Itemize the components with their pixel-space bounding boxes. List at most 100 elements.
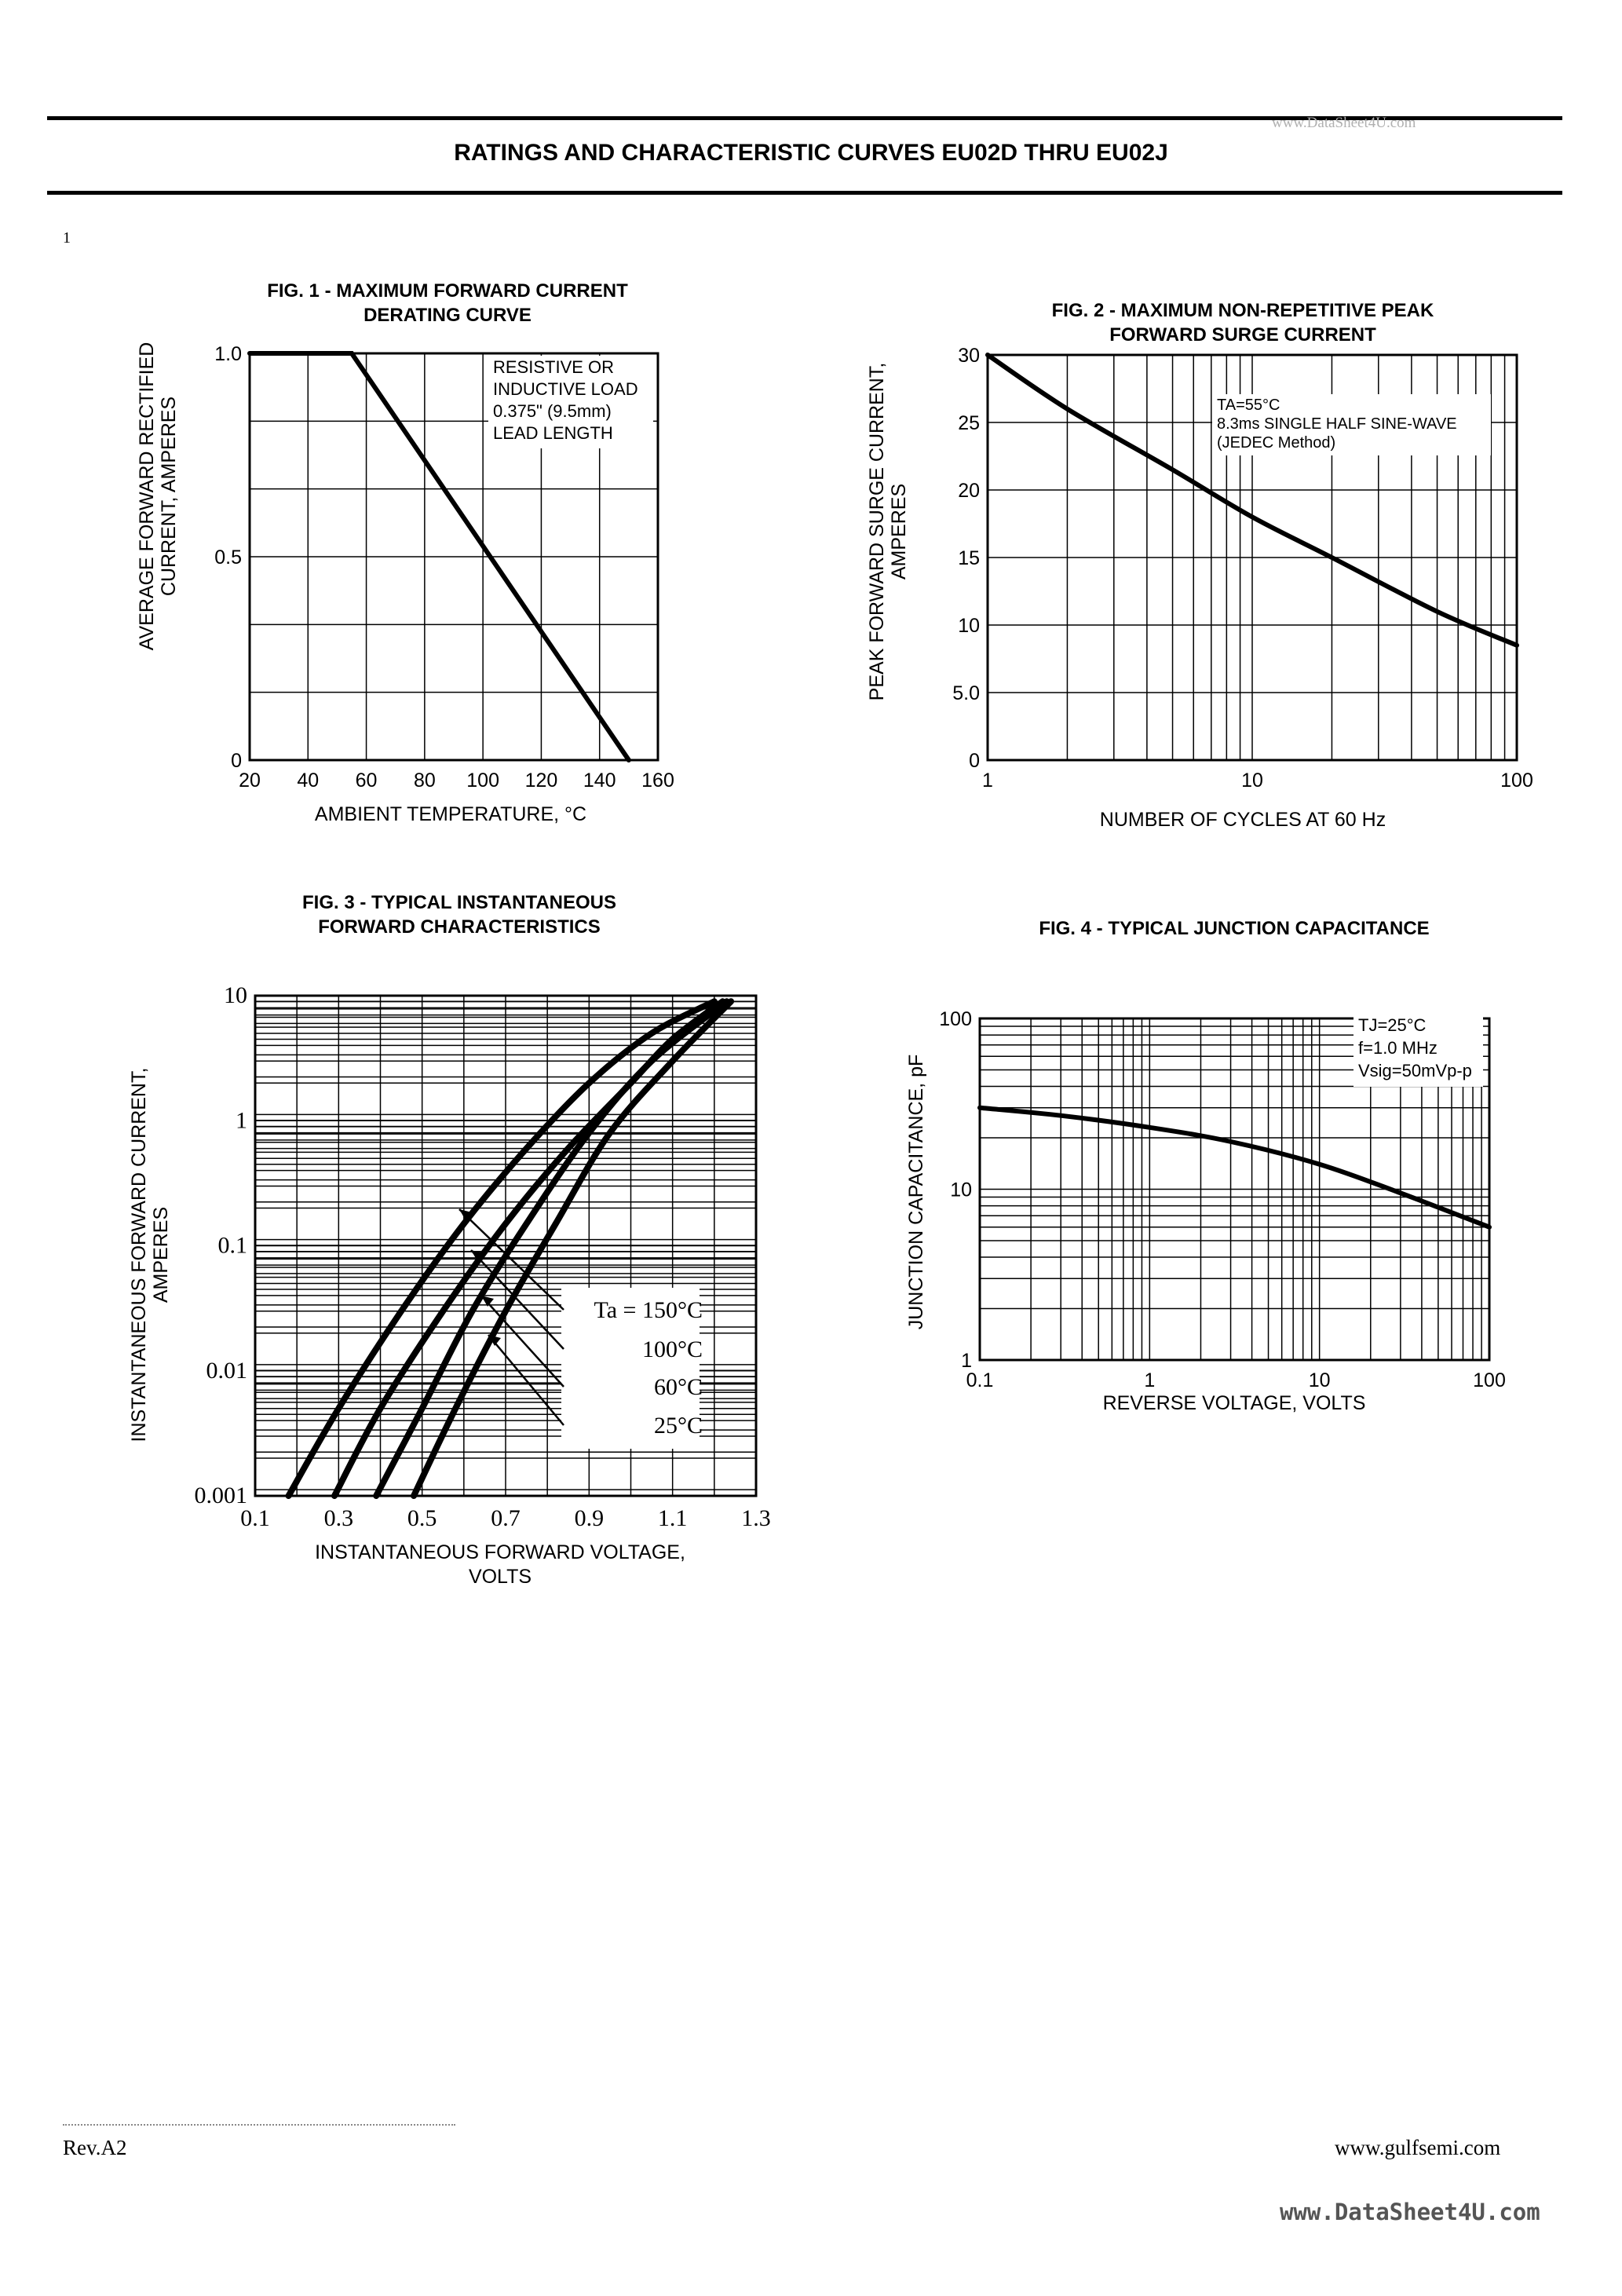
x-tick-label: 1.1 (658, 1505, 688, 1531)
x-tick-label: 60 (356, 770, 378, 792)
x-axis-label: INSTANTANEOUS FORWARD VOLTAGE, (315, 1541, 685, 1563)
footer-url: www.gulfsemi.com (1335, 2136, 1501, 2159)
annotation-text: LEAD LENGTH (493, 423, 613, 443)
x-tick-label: 1.3 (741, 1505, 771, 1531)
x-tick-label: 0.7 (491, 1505, 521, 1531)
x-tick-label: 0.5 (407, 1505, 437, 1531)
y-tick-label: 1.0 (214, 343, 242, 365)
legend-entry: Ta = 150°C (594, 1297, 703, 1323)
figure-3: FIG. 3 - TYPICAL INSTANTANEOUS FORWARD CH… (128, 892, 771, 1588)
annotation-text: Vsig=50mVp-p (1358, 1061, 1472, 1080)
figure-subtitle: FORWARD CHARACTERISTICS (318, 916, 601, 938)
y-axis-label: CURRENT, AMPERES (158, 397, 180, 596)
y-axis-label: AVERAGE FORWARD RECTIFIED (136, 342, 158, 651)
x-tick-label: 100 (466, 770, 499, 792)
series-line-1 (977, 1105, 1492, 1230)
footer-watermark: www.DataSheet4U.com (1280, 2199, 1540, 2225)
series-line-4 (411, 998, 735, 1499)
x-tick-label: 80 (414, 770, 436, 792)
legend-arrowhead (481, 1296, 494, 1307)
x-tick-label: 100 (1500, 770, 1533, 792)
plot-frame (248, 352, 659, 762)
grid (986, 353, 1518, 762)
series-line-1 (985, 353, 1519, 648)
figure-title: FIG. 1 - MAXIMUM FORWARD CURRENT (267, 280, 628, 302)
figure-title: FIG. 4 - TYPICAL JUNCTION CAPACITANCE (1039, 918, 1429, 939)
y-tick-label: 25 (958, 412, 980, 434)
figure-subtitle: DERATING CURVE (363, 305, 532, 326)
annotation-text: RESISTIVE OR (493, 357, 614, 377)
legend-pointer (458, 1208, 564, 1311)
footer-rule (63, 2124, 455, 2126)
top-rule (47, 116, 1562, 120)
y-tick-label: 10 (224, 982, 247, 1008)
y-axis-label: AMPERES (150, 1207, 172, 1303)
annotation-text: TJ=25°C (1358, 1015, 1427, 1035)
y-tick-label: 30 (958, 345, 980, 367)
y-tick-label: 1 (961, 1350, 972, 1372)
x-axis-label: NUMBER OF CYCLES AT 60 Hz (1100, 809, 1386, 831)
figure-subtitle: FORWARD SURGE CURRENT (1109, 324, 1376, 345)
legend-pointer (480, 1295, 564, 1387)
figure-1: FIG. 1 - MAXIMUM FORWARD CURRENT DERATING… (136, 280, 674, 825)
top-watermark: www.DataSheet4U.com (1272, 115, 1416, 131)
legend-arrowhead (471, 1250, 484, 1261)
plot-frame (254, 994, 758, 1497)
y-tick-label: 10 (950, 1179, 972, 1201)
y-tick-label: 15 (958, 547, 980, 569)
annotation-background (1212, 394, 1491, 455)
x-axis-label: AMBIENT TEMPERATURE, °C (315, 803, 586, 825)
y-tick-label: 5.0 (952, 682, 980, 704)
legend-entry: 60°C (654, 1374, 703, 1400)
plot-frame (978, 1017, 1491, 1362)
grid (248, 352, 659, 762)
y-tick-label: 0 (231, 750, 242, 772)
y-tick-label: 0.01 (206, 1358, 248, 1384)
y-tick-label: 0 (969, 750, 980, 772)
x-tick-label: 10 (1241, 770, 1263, 792)
figure-title: FIG. 2 - MAXIMUM NON-REPETITIVE PEAK (1052, 300, 1434, 321)
y-axis-label: PEAK FORWARD SURGE CURRENT, (866, 363, 888, 701)
y-axis-label: INSTANTANEOUS FORWARD CURRENT, (128, 1068, 150, 1442)
x-tick-label: 1 (1144, 1369, 1155, 1391)
y-tick-label: 10 (958, 615, 980, 637)
x-tick-label: 0.1 (966, 1369, 994, 1391)
annotation-text: f=1.0 MHz (1358, 1038, 1438, 1058)
x-tick-label: 20 (239, 770, 261, 792)
y-tick-label: 0.5 (214, 547, 242, 569)
annotation-text: INDUCTIVE LOAD (493, 379, 638, 399)
page-number: 1 (63, 229, 71, 247)
y-tick-label: 20 (958, 480, 980, 502)
series-line-3 (373, 998, 730, 1499)
legend-arrowhead (459, 1209, 472, 1220)
x-tick-label: 140 (583, 770, 616, 792)
series-line-1 (247, 351, 631, 762)
figure-2: FIG. 2 - MAXIMUM NON-REPETITIVE PEAK FORW… (866, 300, 1533, 831)
figure-title: FIG. 3 - TYPICAL INSTANTANEOUS (302, 892, 616, 913)
x-tick-label: 120 (525, 770, 558, 792)
legend-background (561, 1288, 700, 1449)
x-tick-label: 160 (641, 770, 674, 792)
annotation-background (1353, 1014, 1483, 1087)
x-axis-label: VOLTS (469, 1566, 532, 1588)
title-underline-rule (47, 191, 1562, 195)
annotation-background (488, 356, 653, 448)
x-tick-label: 0.1 (240, 1505, 270, 1531)
annotation-text: 0.375" (9.5mm) (493, 401, 612, 421)
x-tick-label: 40 (297, 770, 319, 792)
plot-frame (986, 353, 1518, 762)
y-axis-label: JUNCTION CAPACITANCE, pF (905, 1055, 927, 1330)
y-tick-label: 1 (236, 1107, 247, 1133)
series-line-1 (285, 998, 718, 1499)
x-tick-label: 0.9 (575, 1505, 605, 1531)
y-tick-label: 0.001 (195, 1483, 248, 1508)
legend-arrowhead (488, 1335, 501, 1346)
footer-revision: Rev.A2 (63, 2136, 127, 2159)
page-title: RATINGS AND CHARACTERISTIC CURVES EU02D … (454, 140, 1168, 166)
legend-pointer (470, 1249, 564, 1350)
y-axis-label: AMPERES (888, 484, 910, 579)
annotation-text: (JEDEC Method) (1217, 434, 1335, 452)
legend-entry: 25°C (654, 1413, 703, 1439)
y-tick-label: 0.1 (218, 1233, 248, 1259)
